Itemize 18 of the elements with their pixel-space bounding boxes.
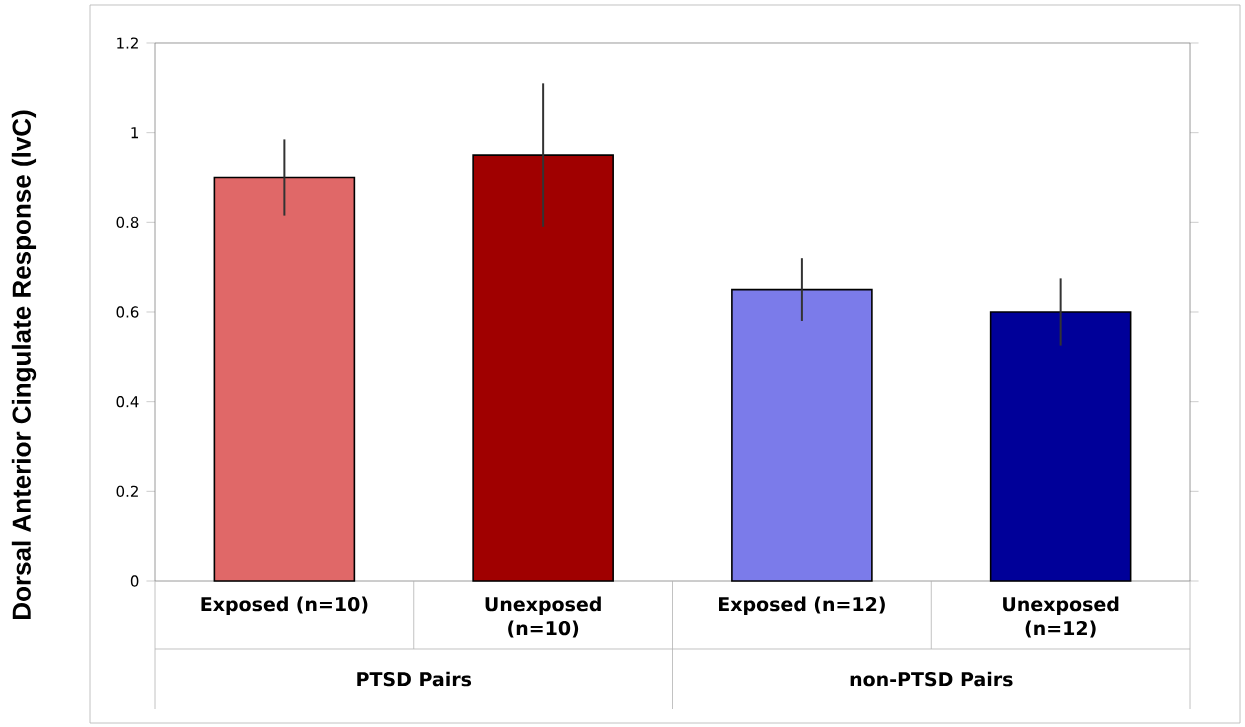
y-tick-label: 0 <box>130 575 139 587</box>
bar <box>989 311 1132 582</box>
bar <box>731 288 873 582</box>
y-tick-label: 1 <box>131 127 139 139</box>
y-tick-label: 1.2 <box>117 37 138 49</box>
text: PTSD Pairs <box>357 671 472 687</box>
y-tick-label: 0.2 <box>116 485 138 498</box>
x-tick-label: Unexposed (n=10) <box>485 596 601 638</box>
x-tick-label: Unexposed (n=12) <box>1003 596 1119 638</box>
y-tick-label: 0.8 <box>116 216 139 229</box>
y-tick-label: 0.6 <box>116 306 139 318</box>
x-tick-label: Exposed (n=12) <box>719 596 885 615</box>
text: non-PTSD Pairs <box>850 671 1013 687</box>
bar <box>213 176 356 582</box>
bar <box>472 154 614 582</box>
y-tick-label: 0.4 <box>116 395 139 408</box>
x-tick-label: Exposed (n=10) <box>201 596 368 615</box>
y-axis-title: Dorsal Anterior Cingulate Response (lvC) <box>11 110 37 619</box>
